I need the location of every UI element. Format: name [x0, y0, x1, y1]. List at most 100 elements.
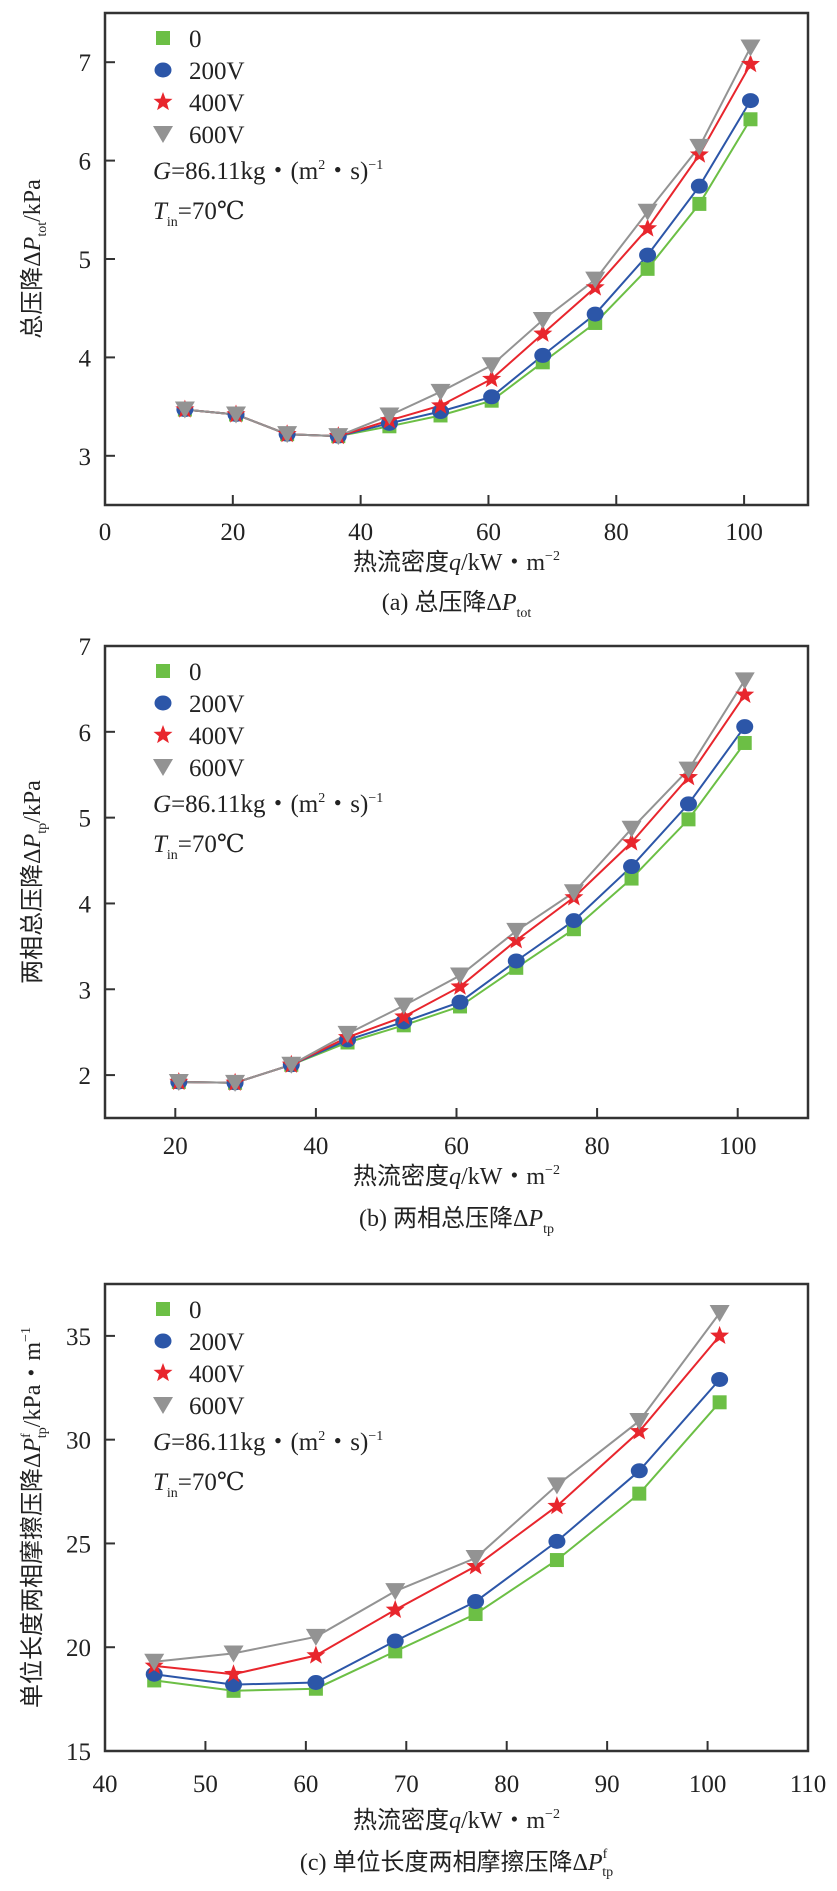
- data-point: [506, 922, 527, 940]
- legend-marker: [153, 759, 173, 776]
- legend-label: 0: [189, 1297, 202, 1324]
- data-point: [709, 1305, 730, 1323]
- data-point: [388, 1644, 403, 1659]
- text-span: tp: [35, 823, 50, 834]
- series-markers-600V: [174, 39, 761, 446]
- data-point: [736, 719, 754, 735]
- data-point: [689, 138, 710, 156]
- plot-frame: [103, 11, 810, 507]
- series-line-400V: [178, 694, 746, 1084]
- data-point: [692, 196, 707, 211]
- legend-marker: [156, 664, 170, 678]
- data-point: [632, 1486, 647, 1501]
- text-span: P: [527, 1206, 543, 1232]
- figure-caption: (c) 单位长度两相摩擦压降ΔPf tp: [300, 1847, 613, 1880]
- y-tick-label: 5: [79, 806, 92, 833]
- text-span: =70℃: [178, 831, 245, 858]
- text-span: f: [603, 1847, 608, 1862]
- legend-marker: [153, 92, 173, 111]
- legend-label: 0: [189, 659, 202, 686]
- text-span: tot: [35, 222, 50, 237]
- x-axis-title: 热流密度q/kW・m−2: [353, 1807, 560, 1834]
- data-point: [585, 271, 606, 289]
- legend-label: 400V: [189, 723, 245, 750]
- x-tick-label: 100: [689, 1771, 727, 1798]
- data-point: [547, 1496, 567, 1515]
- text-span: 热流密度: [353, 1163, 449, 1190]
- x-tick-label: 110: [790, 1771, 827, 1798]
- y-tick-label: 15: [66, 1739, 91, 1766]
- text-span: f: [19, 1433, 34, 1438]
- text-span: T: [153, 198, 169, 225]
- series-line-600V: [154, 1312, 721, 1663]
- legend-marker: [154, 62, 172, 78]
- text-span: (a) 总压降Δ: [382, 589, 502, 616]
- text-span: =70℃: [178, 198, 245, 225]
- text-span: /kPa: [20, 179, 46, 222]
- data-point: [306, 1645, 326, 1664]
- x-tick-label: 70: [394, 1771, 419, 1798]
- text-span: G: [153, 791, 171, 818]
- series-markers-400V: [175, 54, 760, 445]
- data-point: [740, 39, 761, 57]
- text-span: ・s): [325, 158, 368, 185]
- inlet-temperature-annotation: Tin=70℃: [153, 831, 245, 863]
- data-point: [225, 1677, 243, 1693]
- text-span: /kPa・m: [20, 1342, 46, 1428]
- data-point: [431, 395, 450, 414]
- data-point: [679, 796, 697, 812]
- data-point: [337, 1025, 358, 1043]
- data-point: [533, 323, 553, 342]
- x-tick-label: 0: [99, 519, 112, 546]
- x-tick-label: 20: [163, 1133, 188, 1160]
- y-axis-title: 单位长度两相摩擦压降ΔPftp/kPa・m−1: [19, 1327, 50, 1708]
- text-span: 单位长度两相摩擦压降Δ: [19, 1453, 46, 1708]
- data-point: [430, 383, 451, 401]
- data-point: [395, 1014, 413, 1030]
- data-point: [640, 261, 655, 276]
- text-span: q: [449, 1808, 461, 1834]
- text-span: in: [167, 215, 178, 230]
- y-tick-label: 5: [79, 247, 92, 274]
- x-tick-label: 40: [93, 1771, 118, 1798]
- text-span: P: [20, 1438, 46, 1454]
- data-point: [548, 1533, 566, 1549]
- x-tick-label: 100: [725, 519, 763, 546]
- text-span: T: [153, 1469, 169, 1496]
- data-point: [735, 684, 755, 703]
- legend-marker: [156, 31, 170, 45]
- text-span: tp: [35, 1427, 50, 1438]
- data-point: [546, 1477, 567, 1495]
- text-span: /kPa: [20, 780, 46, 823]
- y-tick-label: 25: [66, 1531, 91, 1558]
- series-line-400V: [184, 63, 752, 438]
- y-axis-title: 两相总压降ΔPtp/kPa: [19, 780, 50, 984]
- text-span: ・s): [325, 1429, 368, 1456]
- chart-b: 20 40 60 80 100234567热流密度q/kW・m−2两相总压降ΔPtp/k…: [19, 634, 810, 1237]
- text-span: G: [153, 1429, 171, 1456]
- series-line-200V: [184, 100, 752, 438]
- y-tick-label: 4: [79, 345, 92, 372]
- data-point: [710, 1325, 730, 1344]
- x-tick-label: 50: [193, 1771, 218, 1798]
- text-span: 2: [318, 791, 325, 806]
- text-span: P: [20, 833, 46, 849]
- data-point: [623, 859, 641, 875]
- text-span: ・s): [325, 791, 368, 818]
- series-markers-400V: [169, 684, 755, 1091]
- data-point: [174, 401, 195, 419]
- text-span: /kW・m: [461, 550, 545, 576]
- series-markers-600V: [168, 672, 755, 1092]
- data-point: [385, 1599, 405, 1618]
- legend-marker: [156, 1302, 170, 1316]
- y-tick-label: 3: [79, 977, 92, 1004]
- data-point: [223, 1645, 244, 1663]
- text-span: in: [167, 848, 178, 863]
- y-tick-label: 35: [66, 1324, 91, 1351]
- text-span: −2: [545, 1807, 560, 1822]
- text-span: 两相总压降Δ: [19, 848, 46, 983]
- data-point: [586, 306, 604, 322]
- data-point: [450, 967, 471, 985]
- x-tick-label: 90: [595, 1771, 620, 1798]
